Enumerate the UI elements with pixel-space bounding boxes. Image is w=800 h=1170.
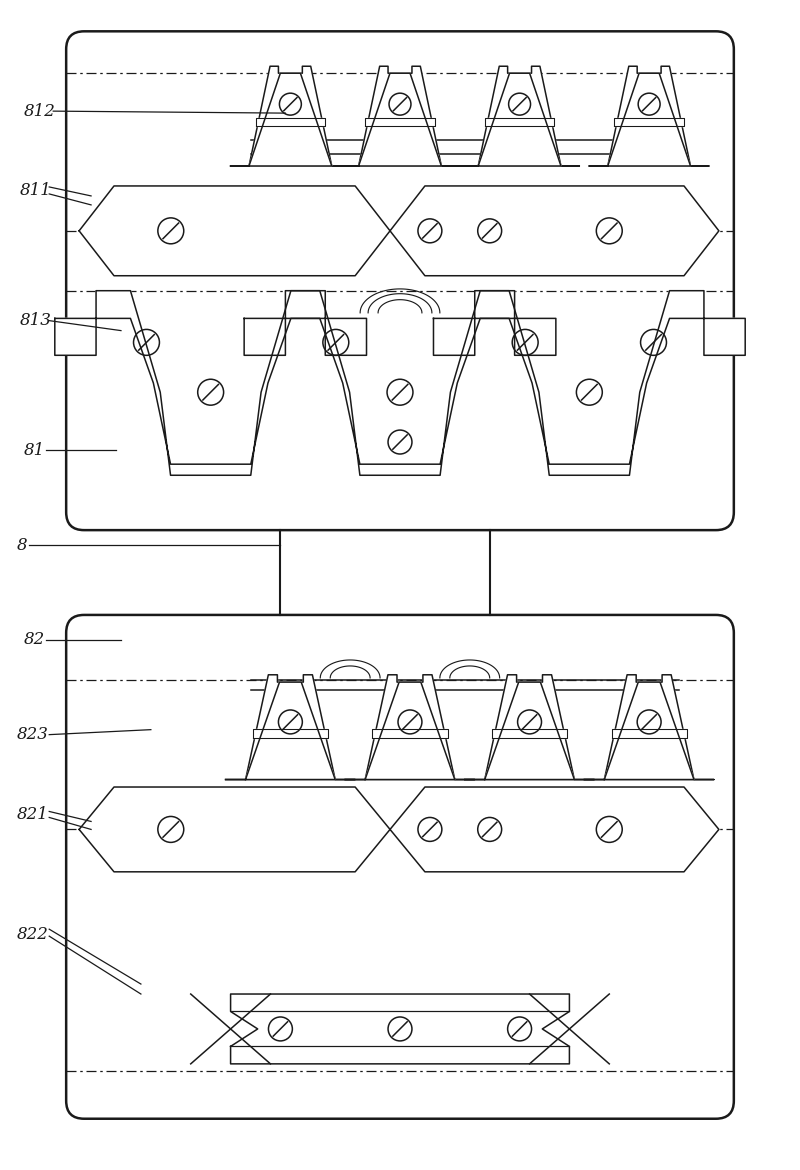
Text: 81: 81 xyxy=(23,442,45,459)
Polygon shape xyxy=(485,682,574,779)
Polygon shape xyxy=(614,118,684,126)
Polygon shape xyxy=(55,290,366,475)
Polygon shape xyxy=(485,118,554,126)
FancyBboxPatch shape xyxy=(66,32,734,530)
Polygon shape xyxy=(253,729,328,737)
Polygon shape xyxy=(256,118,325,126)
Polygon shape xyxy=(79,787,390,872)
Text: 82: 82 xyxy=(23,632,45,648)
Text: 812: 812 xyxy=(23,103,55,119)
Polygon shape xyxy=(465,675,594,779)
Polygon shape xyxy=(608,74,690,166)
Text: 823: 823 xyxy=(16,727,48,743)
Polygon shape xyxy=(244,290,556,475)
Polygon shape xyxy=(246,682,335,779)
Text: 8: 8 xyxy=(16,537,27,553)
Polygon shape xyxy=(478,74,561,166)
Polygon shape xyxy=(250,140,679,154)
Polygon shape xyxy=(460,67,579,166)
Polygon shape xyxy=(340,67,460,166)
Text: 813: 813 xyxy=(19,312,51,329)
Text: 822: 822 xyxy=(16,925,48,943)
Polygon shape xyxy=(584,675,714,779)
Polygon shape xyxy=(358,74,442,166)
Polygon shape xyxy=(249,74,332,166)
Polygon shape xyxy=(250,680,679,690)
Polygon shape xyxy=(230,994,570,1064)
Polygon shape xyxy=(390,787,719,872)
Polygon shape xyxy=(230,67,350,166)
Polygon shape xyxy=(604,682,694,779)
Text: 811: 811 xyxy=(19,183,51,199)
Polygon shape xyxy=(590,67,709,166)
Polygon shape xyxy=(365,682,454,779)
Polygon shape xyxy=(372,729,447,737)
FancyBboxPatch shape xyxy=(66,615,734,1119)
Polygon shape xyxy=(79,186,390,276)
Polygon shape xyxy=(492,729,567,737)
Polygon shape xyxy=(390,186,719,276)
Polygon shape xyxy=(434,290,745,475)
Text: 821: 821 xyxy=(16,806,48,823)
Polygon shape xyxy=(345,675,474,779)
Polygon shape xyxy=(611,729,686,737)
Polygon shape xyxy=(366,118,434,126)
Polygon shape xyxy=(226,675,355,779)
